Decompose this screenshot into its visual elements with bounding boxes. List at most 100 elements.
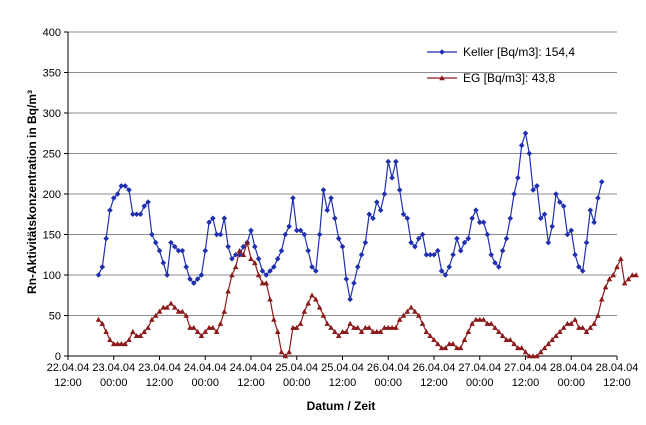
data-point	[564, 320, 571, 326]
data-point	[267, 268, 273, 274]
data-point	[503, 337, 510, 343]
data-point	[374, 199, 380, 205]
data-point	[206, 324, 212, 330]
data-point	[343, 276, 350, 282]
data-point	[286, 349, 292, 355]
x-tick-time: 00:00	[283, 377, 311, 389]
data-point	[263, 280, 270, 286]
y-tick-label: 300	[43, 108, 61, 120]
data-point	[122, 183, 128, 189]
data-point	[530, 187, 536, 193]
data-point	[141, 203, 148, 209]
data-point	[412, 308, 418, 314]
data-point	[335, 332, 342, 338]
x-tick-time: 12:00	[420, 377, 448, 389]
y-axis-label: Rn-Aktivitätskonzentration in Bq/m³	[25, 90, 39, 294]
data-point	[541, 345, 548, 351]
data-point	[621, 280, 628, 286]
data-point	[229, 256, 235, 262]
data-point	[221, 308, 228, 314]
data-point	[404, 308, 411, 314]
data-point	[164, 272, 170, 278]
data-point	[255, 256, 262, 262]
data-point	[446, 341, 453, 347]
x-tick-date: 28.04.04	[596, 362, 639, 374]
data-point	[160, 260, 167, 266]
data-point	[576, 324, 582, 330]
data-point	[126, 337, 132, 343]
data-point	[522, 130, 529, 137]
y-tick-label: 100	[43, 270, 61, 282]
data-point	[278, 247, 285, 254]
data-point	[450, 341, 456, 347]
data-point	[557, 199, 563, 205]
data-point	[278, 349, 285, 355]
data-point	[194, 276, 201, 282]
data-point	[160, 304, 167, 310]
data-point	[534, 183, 540, 189]
series-line	[97, 133, 603, 300]
data-point	[385, 324, 392, 330]
data-point	[439, 49, 445, 55]
data-point	[427, 251, 433, 258]
data-point	[362, 324, 369, 330]
data-point	[469, 320, 475, 326]
data-point	[400, 312, 407, 318]
data-point	[457, 247, 464, 254]
x-tick-date: 27.04.04	[458, 362, 501, 374]
data-point	[385, 158, 392, 165]
data-point	[439, 75, 445, 81]
data-point	[156, 308, 163, 314]
data-point	[187, 276, 193, 282]
data-point	[110, 341, 117, 347]
data-point	[118, 341, 125, 347]
x-tick-time: 00:00	[466, 377, 494, 389]
data-point	[499, 247, 506, 254]
data-point	[492, 324, 498, 330]
data-point	[598, 296, 605, 302]
data-point	[438, 345, 445, 351]
data-point	[99, 264, 106, 270]
data-point	[225, 288, 231, 294]
data-point	[507, 215, 514, 222]
data-point	[419, 231, 426, 238]
data-point	[511, 191, 517, 197]
data-point	[560, 324, 567, 330]
data-point	[461, 337, 468, 343]
data-point	[564, 231, 571, 238]
data-point	[236, 247, 243, 253]
data-point	[263, 272, 270, 278]
x-tick-date: 24.04.04	[184, 362, 227, 374]
data-point	[99, 320, 106, 326]
data-point	[347, 296, 353, 303]
data-point	[484, 231, 491, 238]
data-point	[366, 211, 372, 218]
data-point	[396, 187, 403, 193]
data-point	[377, 207, 384, 213]
data-point	[595, 195, 601, 201]
data-point	[476, 316, 483, 322]
data-point	[591, 320, 597, 326]
data-point	[320, 187, 327, 193]
data-point	[602, 284, 609, 290]
x-tick-time: 00:00	[557, 377, 585, 389]
data-point	[530, 353, 536, 359]
data-point	[568, 227, 575, 234]
data-point	[553, 191, 559, 197]
data-point	[435, 247, 441, 254]
data-point	[274, 328, 281, 334]
data-point	[103, 235, 109, 242]
data-point	[175, 308, 182, 314]
data-point	[293, 227, 300, 234]
data-point	[290, 195, 296, 201]
data-point	[503, 235, 510, 242]
data-point	[107, 207, 113, 213]
x-tick-time: 00:00	[100, 377, 128, 389]
data-point	[248, 256, 254, 262]
data-point	[259, 268, 266, 274]
data-point	[137, 211, 144, 218]
x-tick-date: 22.04.04	[47, 362, 90, 374]
data-point	[232, 251, 239, 258]
data-point	[309, 292, 315, 298]
